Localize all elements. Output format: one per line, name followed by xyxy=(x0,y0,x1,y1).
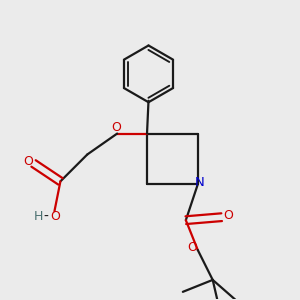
Text: O: O xyxy=(111,121,121,134)
Text: O: O xyxy=(50,210,60,223)
Text: O: O xyxy=(223,209,233,222)
Text: -: - xyxy=(44,210,49,224)
Text: H: H xyxy=(33,210,43,223)
Text: O: O xyxy=(187,241,197,254)
Text: O: O xyxy=(23,155,33,168)
Text: N: N xyxy=(194,176,204,189)
